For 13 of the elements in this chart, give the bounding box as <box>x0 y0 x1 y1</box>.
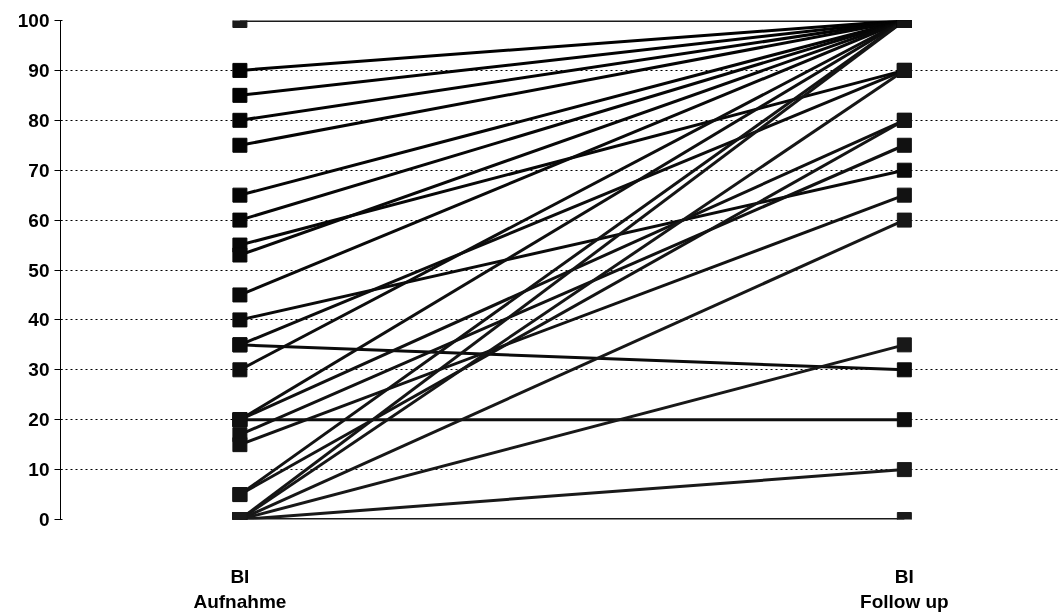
y-tick-label: 70 <box>28 159 50 181</box>
y-tick-label: 30 <box>28 359 50 381</box>
y-tick-label: 40 <box>28 309 50 331</box>
y-tick-label: 100 <box>17 10 50 31</box>
y-tick-label: 90 <box>28 59 50 81</box>
x-tick-label: BI Follow up <box>860 565 949 612</box>
y-tick-label: 50 <box>28 259 50 281</box>
y-tick-label: 20 <box>28 409 50 431</box>
y-tick-label: 80 <box>28 109 50 131</box>
y-tick-label: 0 <box>38 509 50 530</box>
y-tick-label: 60 <box>28 209 50 231</box>
x-tick-label: BI Aufnahme <box>193 565 287 612</box>
y-tick-label: 10 <box>28 459 50 481</box>
